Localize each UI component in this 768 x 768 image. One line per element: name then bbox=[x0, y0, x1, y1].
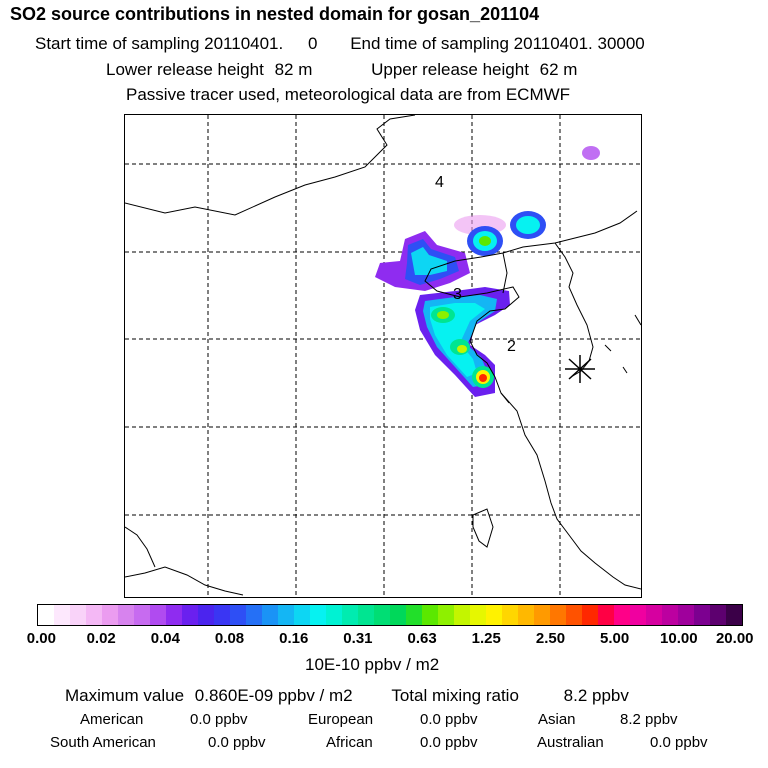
color-scale-segment bbox=[598, 605, 614, 625]
color-scale-segment bbox=[38, 605, 54, 625]
color-scale-tick-label: 2.50 bbox=[535, 630, 566, 647]
color-scale-segment bbox=[294, 605, 310, 625]
color-scale-segment bbox=[198, 605, 214, 625]
region-value-european: 0.0 ppbv bbox=[420, 711, 478, 728]
color-scale-segment bbox=[246, 605, 262, 625]
color-scale-segment bbox=[710, 605, 726, 625]
release-height-line: Lower release height 82 m Upper release … bbox=[106, 60, 577, 80]
region-value-american: 0.0 ppbv bbox=[190, 711, 248, 728]
color-scale-units: 10E-10 ppbv / m2 bbox=[305, 655, 440, 674]
color-scale-segment bbox=[694, 605, 710, 625]
color-scale-segment bbox=[470, 605, 486, 625]
time-label-2: 2 bbox=[507, 338, 516, 355]
upper-height-value: 62 m bbox=[539, 60, 578, 79]
color-scale-segment bbox=[118, 605, 134, 625]
color-scale-tick-label: 0.31 bbox=[343, 630, 373, 647]
color-scale-segment bbox=[374, 605, 390, 625]
color-scale-tick-label: 0.02 bbox=[86, 630, 116, 647]
color-scale-segment bbox=[438, 605, 454, 625]
start-time-value: 20110401. bbox=[204, 34, 284, 53]
region-name-european: European bbox=[308, 711, 374, 728]
color-scale-segment bbox=[678, 605, 694, 625]
region-name-african: African bbox=[326, 734, 373, 751]
color-scale-tick-label: 0.63 bbox=[407, 630, 437, 647]
color-scale-segment bbox=[214, 605, 230, 625]
receptor-site-marker bbox=[565, 355, 595, 383]
max-value: 0.860E-09 ppbv / m2 bbox=[194, 686, 353, 705]
region-value-asian: 8.2 ppbv bbox=[620, 711, 678, 728]
color-scale-segment bbox=[550, 605, 566, 625]
color-scale-bar bbox=[37, 604, 743, 626]
end-time-value: 20110401. 30000 bbox=[513, 34, 645, 53]
color-scale-tick-label: 0.16 bbox=[279, 630, 309, 647]
region-value-australian: 0.0 ppbv bbox=[650, 734, 708, 751]
color-scale-segment bbox=[326, 605, 342, 625]
color-scale-segment bbox=[614, 605, 630, 625]
color-scale-segment bbox=[454, 605, 470, 625]
color-scale-segment bbox=[166, 605, 182, 625]
upper-height-label: Upper release height bbox=[371, 60, 529, 79]
color-scale-tick-label: 0.00 bbox=[26, 630, 56, 647]
color-scale-tick-label: 1.25 bbox=[471, 630, 501, 647]
color-scale-segment bbox=[86, 605, 102, 625]
map-panel: 4 3 2 bbox=[124, 114, 642, 598]
color-scale-segment bbox=[262, 605, 278, 625]
color-scale-segment bbox=[102, 605, 118, 625]
start-time-sub: 0 bbox=[307, 34, 318, 53]
region-name-australian: Australian bbox=[537, 734, 604, 751]
color-scale-segment bbox=[54, 605, 70, 625]
color-scale-segment bbox=[646, 605, 662, 625]
color-scale-segment bbox=[502, 605, 518, 625]
time-label-4: 4 bbox=[435, 174, 444, 191]
color-scale-segment bbox=[310, 605, 326, 625]
color-scale-segment bbox=[406, 605, 422, 625]
color-scale-segment bbox=[582, 605, 598, 625]
lat-lon-grid bbox=[125, 115, 641, 597]
concentration-plume bbox=[375, 146, 600, 397]
color-scale-tick-label: 0.04 bbox=[150, 630, 180, 647]
lower-height-value: 82 m bbox=[274, 60, 313, 79]
max-value-line: Maximum value 0.860E-09 ppbv / m2 Total … bbox=[65, 686, 629, 706]
color-scale-segment bbox=[518, 605, 534, 625]
color-scale-tick-label: 10.00 bbox=[660, 630, 698, 647]
color-scale-tick-label: 0.08 bbox=[214, 630, 245, 647]
total-mixing-value: 8.2 ppbv bbox=[563, 686, 629, 705]
region-name-american: American bbox=[80, 711, 144, 728]
max-value-label: Maximum value bbox=[65, 686, 185, 705]
color-scale-segment bbox=[486, 605, 502, 625]
total-mixing-label: Total mixing ratio bbox=[391, 686, 519, 705]
color-scale-segment bbox=[566, 605, 582, 625]
map-svg: 4 3 2 bbox=[125, 115, 641, 597]
end-time-label: End time of sampling bbox=[350, 34, 509, 53]
color-scale-segment bbox=[630, 605, 646, 625]
sampling-time-line: Start time of sampling 20110401. 0 End t… bbox=[35, 34, 645, 54]
color-scale-tick-label: 20.00 bbox=[715, 630, 754, 647]
color-scale-segment bbox=[422, 605, 438, 625]
color-scale-segment bbox=[662, 605, 678, 625]
color-scale-segment bbox=[150, 605, 166, 625]
color-scale-segment bbox=[534, 605, 550, 625]
plot-title: SO2 source contributions in nested domai… bbox=[10, 4, 540, 24]
start-time-label: Start time of sampling bbox=[35, 34, 200, 53]
color-scale-segment bbox=[726, 605, 742, 625]
time-label-3: 3 bbox=[453, 286, 462, 303]
color-scale-segment bbox=[230, 605, 246, 625]
color-scale-segment bbox=[70, 605, 86, 625]
coastlines bbox=[125, 115, 641, 596]
color-scale-segment bbox=[358, 605, 374, 625]
lower-height-label: Lower release height bbox=[106, 60, 264, 79]
color-scale-segment bbox=[390, 605, 406, 625]
color-scale-segment bbox=[278, 605, 294, 625]
color-scale-segment bbox=[342, 605, 358, 625]
region-value-african: 0.0 ppbv bbox=[420, 734, 478, 751]
color-scale-tick-label: 5.00 bbox=[600, 630, 630, 647]
region-value-south-american: 0.0 ppbv bbox=[208, 734, 266, 751]
region-name-south-american: South American bbox=[50, 734, 156, 751]
color-scale-segment bbox=[182, 605, 198, 625]
region-name-asian: Asian bbox=[538, 711, 576, 728]
color-scale-segment bbox=[134, 605, 150, 625]
tracer-note: Passive tracer used, meteorological data… bbox=[126, 85, 571, 104]
